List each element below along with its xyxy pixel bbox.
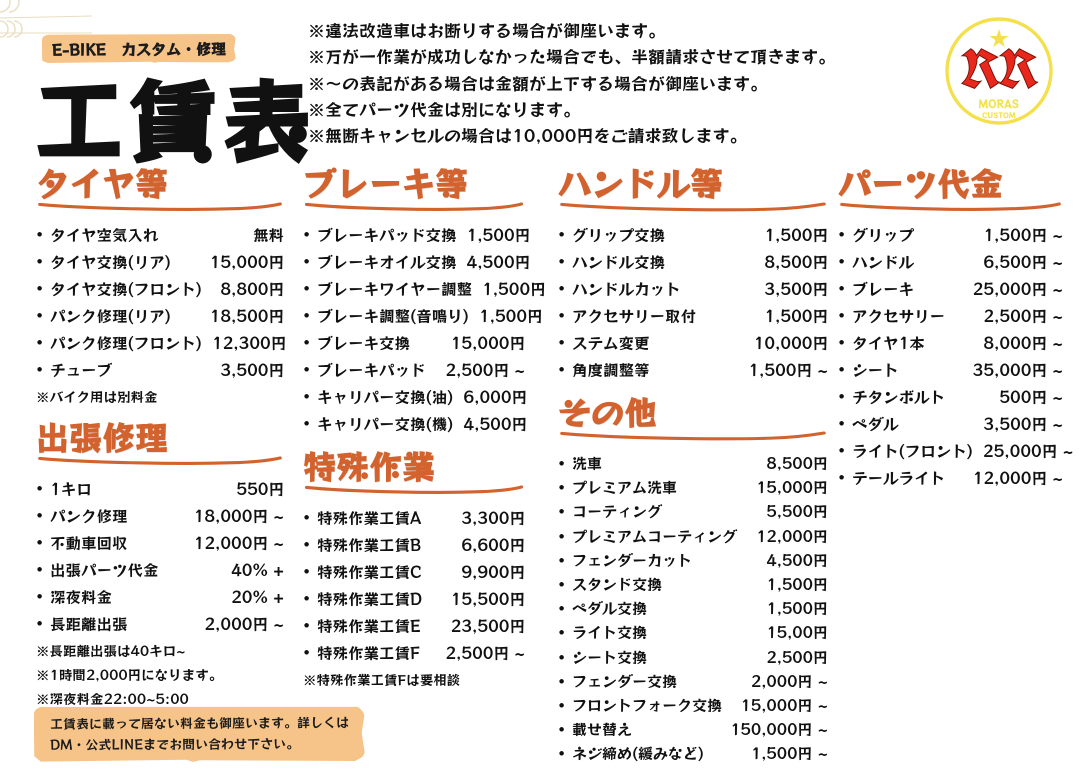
svg-text:RR: RR [961, 34, 1038, 105]
svg-text:MORAS: MORAS [979, 96, 1019, 111]
svg-text:CUSTOM: CUSTOM [982, 111, 1016, 121]
